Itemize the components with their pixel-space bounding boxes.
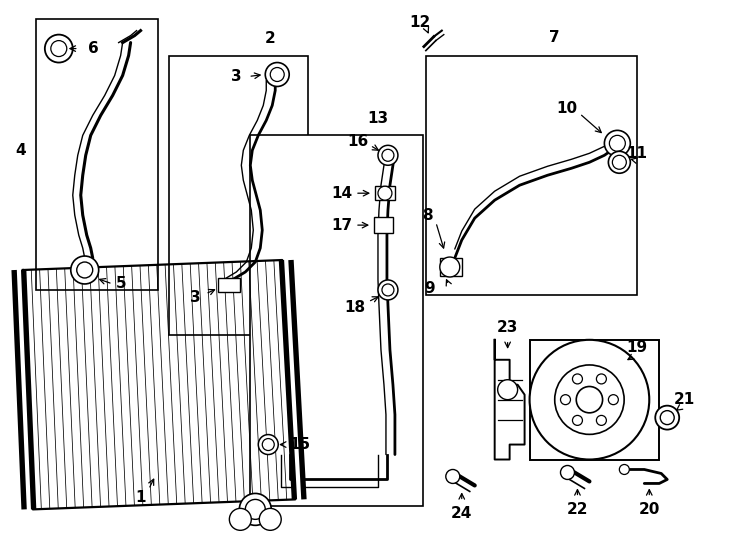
Circle shape: [655, 406, 679, 430]
Text: 7: 7: [549, 30, 560, 45]
Bar: [36, 19, 158, 290]
Text: 2: 2: [265, 31, 276, 46]
Circle shape: [604, 130, 631, 156]
Text: 3: 3: [190, 291, 201, 306]
Circle shape: [382, 284, 394, 296]
Text: 24: 24: [451, 506, 473, 521]
Circle shape: [608, 395, 618, 404]
Circle shape: [609, 136, 625, 151]
Circle shape: [378, 280, 398, 300]
Circle shape: [378, 186, 392, 200]
Text: 5: 5: [115, 276, 126, 292]
Circle shape: [77, 262, 92, 278]
Text: 10: 10: [556, 101, 577, 116]
Text: 6: 6: [88, 41, 99, 56]
Bar: [250, 136, 423, 507]
Circle shape: [51, 40, 67, 57]
Circle shape: [270, 68, 284, 82]
Circle shape: [573, 374, 583, 384]
Text: 16: 16: [347, 134, 368, 149]
Text: 12: 12: [410, 15, 430, 30]
Circle shape: [259, 508, 281, 530]
Text: 8: 8: [423, 208, 433, 222]
Bar: [529, 340, 659, 460]
Bar: [375, 186, 395, 200]
Circle shape: [619, 464, 629, 475]
Circle shape: [597, 374, 606, 384]
Circle shape: [382, 150, 394, 161]
Circle shape: [661, 410, 675, 424]
Text: 23: 23: [497, 320, 518, 335]
Text: 18: 18: [344, 300, 366, 315]
Text: 22: 22: [567, 502, 588, 517]
Text: 17: 17: [332, 218, 352, 233]
Circle shape: [561, 465, 575, 480]
Text: 4: 4: [15, 143, 26, 158]
Circle shape: [440, 257, 459, 277]
Text: 1: 1: [135, 490, 146, 505]
Text: 19: 19: [627, 340, 648, 355]
Circle shape: [608, 151, 631, 173]
Text: 11: 11: [627, 146, 648, 161]
Text: 20: 20: [639, 502, 660, 517]
Circle shape: [446, 469, 459, 483]
Bar: [440, 258, 462, 276]
Circle shape: [239, 494, 272, 525]
Text: 14: 14: [332, 186, 352, 201]
Circle shape: [498, 380, 517, 400]
Circle shape: [597, 415, 606, 426]
Circle shape: [378, 145, 398, 165]
Circle shape: [245, 500, 265, 519]
Circle shape: [573, 415, 583, 426]
Circle shape: [229, 508, 251, 530]
Circle shape: [576, 387, 603, 413]
Circle shape: [265, 63, 289, 86]
Text: 21: 21: [674, 392, 695, 407]
Text: 15: 15: [290, 437, 310, 452]
Text: 3: 3: [231, 69, 241, 84]
Bar: [374, 217, 393, 233]
Text: 13: 13: [368, 111, 388, 126]
Bar: [169, 56, 308, 335]
Circle shape: [529, 340, 650, 460]
Circle shape: [561, 395, 570, 404]
Circle shape: [612, 156, 626, 169]
Circle shape: [555, 365, 624, 434]
Bar: [219, 278, 240, 292]
Bar: [426, 56, 637, 295]
Circle shape: [262, 438, 275, 450]
Circle shape: [45, 35, 73, 63]
Text: 9: 9: [424, 281, 435, 296]
Circle shape: [258, 435, 278, 455]
Circle shape: [70, 256, 98, 284]
